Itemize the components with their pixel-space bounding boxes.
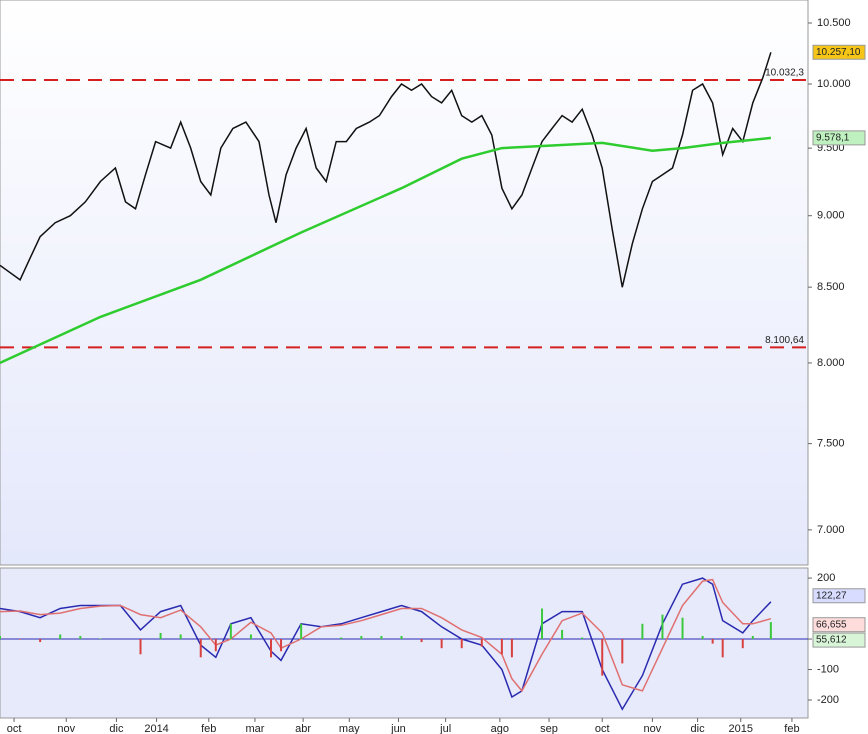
x-tick-label: ago <box>491 723 509 734</box>
series-line <box>0 52 772 288</box>
histogram-bar <box>721 639 724 658</box>
histogram-bar <box>751 635 754 640</box>
histogram-bar <box>500 639 503 655</box>
y-tick-label: 8.500 <box>817 281 845 293</box>
value-tag <box>812 617 866 633</box>
level-label: 8.100,64 <box>765 335 804 346</box>
y-tick-label: 7.500 <box>817 438 845 450</box>
histogram-bar <box>0 635 1 640</box>
histogram-bar <box>59 634 62 640</box>
histogram-bar <box>621 639 624 664</box>
x-tick-label: nov <box>644 723 662 734</box>
histogram-bar <box>661 614 664 640</box>
histogram-bar <box>400 635 403 640</box>
histogram-bar <box>460 639 463 649</box>
y-tick-label: 7.000 <box>817 524 845 536</box>
value-tag <box>812 632 866 648</box>
histogram-bar <box>769 622 772 640</box>
histogram-bar <box>99 638 102 640</box>
x-tick-label: nov <box>57 723 75 734</box>
x-tick-label: 2014 <box>144 723 168 734</box>
histogram-bar <box>681 617 684 640</box>
histogram-bar <box>380 635 383 640</box>
histogram-bar <box>480 639 483 647</box>
x-tick-label: dic <box>109 723 124 734</box>
histogram-bar <box>270 639 273 658</box>
level-label: 10.032,3 <box>765 68 804 79</box>
histogram-bar <box>510 639 513 658</box>
x-tick-label: jul <box>439 723 451 734</box>
series-line <box>0 136 772 365</box>
x-tick-label: may <box>339 723 360 734</box>
value-tag-label: 9.578,1 <box>816 133 850 144</box>
histogram-bar <box>711 639 714 644</box>
histogram-bar <box>249 634 252 640</box>
histogram-bar <box>159 632 162 640</box>
y-tick-label: 8.000 <box>817 357 845 369</box>
histogram-bar <box>561 629 564 640</box>
x-tick-label: jun <box>390 723 406 734</box>
x-tick-label: mar <box>245 723 264 734</box>
value-tag <box>812 130 866 146</box>
histogram-bar <box>79 635 82 640</box>
value-tag-label: 10.257,10 <box>816 47 861 58</box>
x-tick-label: oct <box>595 723 610 734</box>
histogram-bar <box>581 637 584 640</box>
histogram-bar <box>199 639 202 658</box>
y-tick-label: 9.000 <box>817 210 845 222</box>
y-tick-label: 10.000 <box>817 78 851 90</box>
oscillator-panel <box>0 567 809 719</box>
histogram-bar <box>741 639 744 649</box>
histogram-bar <box>601 639 604 676</box>
histogram-bar <box>541 608 544 640</box>
price-panel <box>0 0 809 566</box>
histogram-bar <box>139 639 142 655</box>
histogram-bar <box>641 623 644 640</box>
histogram-bar <box>340 637 343 640</box>
x-tick-label: feb <box>201 723 216 734</box>
x-tick-label: feb <box>784 723 799 734</box>
x-tick-label: abr <box>295 723 311 734</box>
histogram-bar <box>360 635 363 640</box>
value-tag-label: 66,655 <box>816 619 847 630</box>
histogram-bar <box>229 623 232 640</box>
y-tick-label: 10.500 <box>817 17 851 29</box>
x-tick-label: dic <box>691 723 706 734</box>
histogram-bar <box>179 634 182 640</box>
histogram-bar <box>420 639 423 643</box>
histogram-bar <box>701 635 704 640</box>
histogram-bar <box>39 639 42 643</box>
histogram-bar <box>214 639 217 652</box>
histogram-bar <box>280 639 283 652</box>
y-tick-label: 200 <box>817 572 835 584</box>
histogram-bar <box>300 623 303 640</box>
y-tick-label: -100 <box>817 663 839 675</box>
value-tag-label: 55,612 <box>816 635 847 646</box>
x-tick-label: oct <box>7 723 22 734</box>
histogram-bar <box>19 639 22 640</box>
x-tick-label: sep <box>540 723 558 734</box>
histogram-bar <box>440 639 443 649</box>
series-line <box>0 578 772 693</box>
value-tag <box>812 44 866 60</box>
x-tick-label: 2015 <box>729 723 753 734</box>
value-tag <box>812 588 866 604</box>
y-tick-label: -200 <box>817 694 839 706</box>
value-tag-label: 122,27 <box>816 590 847 601</box>
